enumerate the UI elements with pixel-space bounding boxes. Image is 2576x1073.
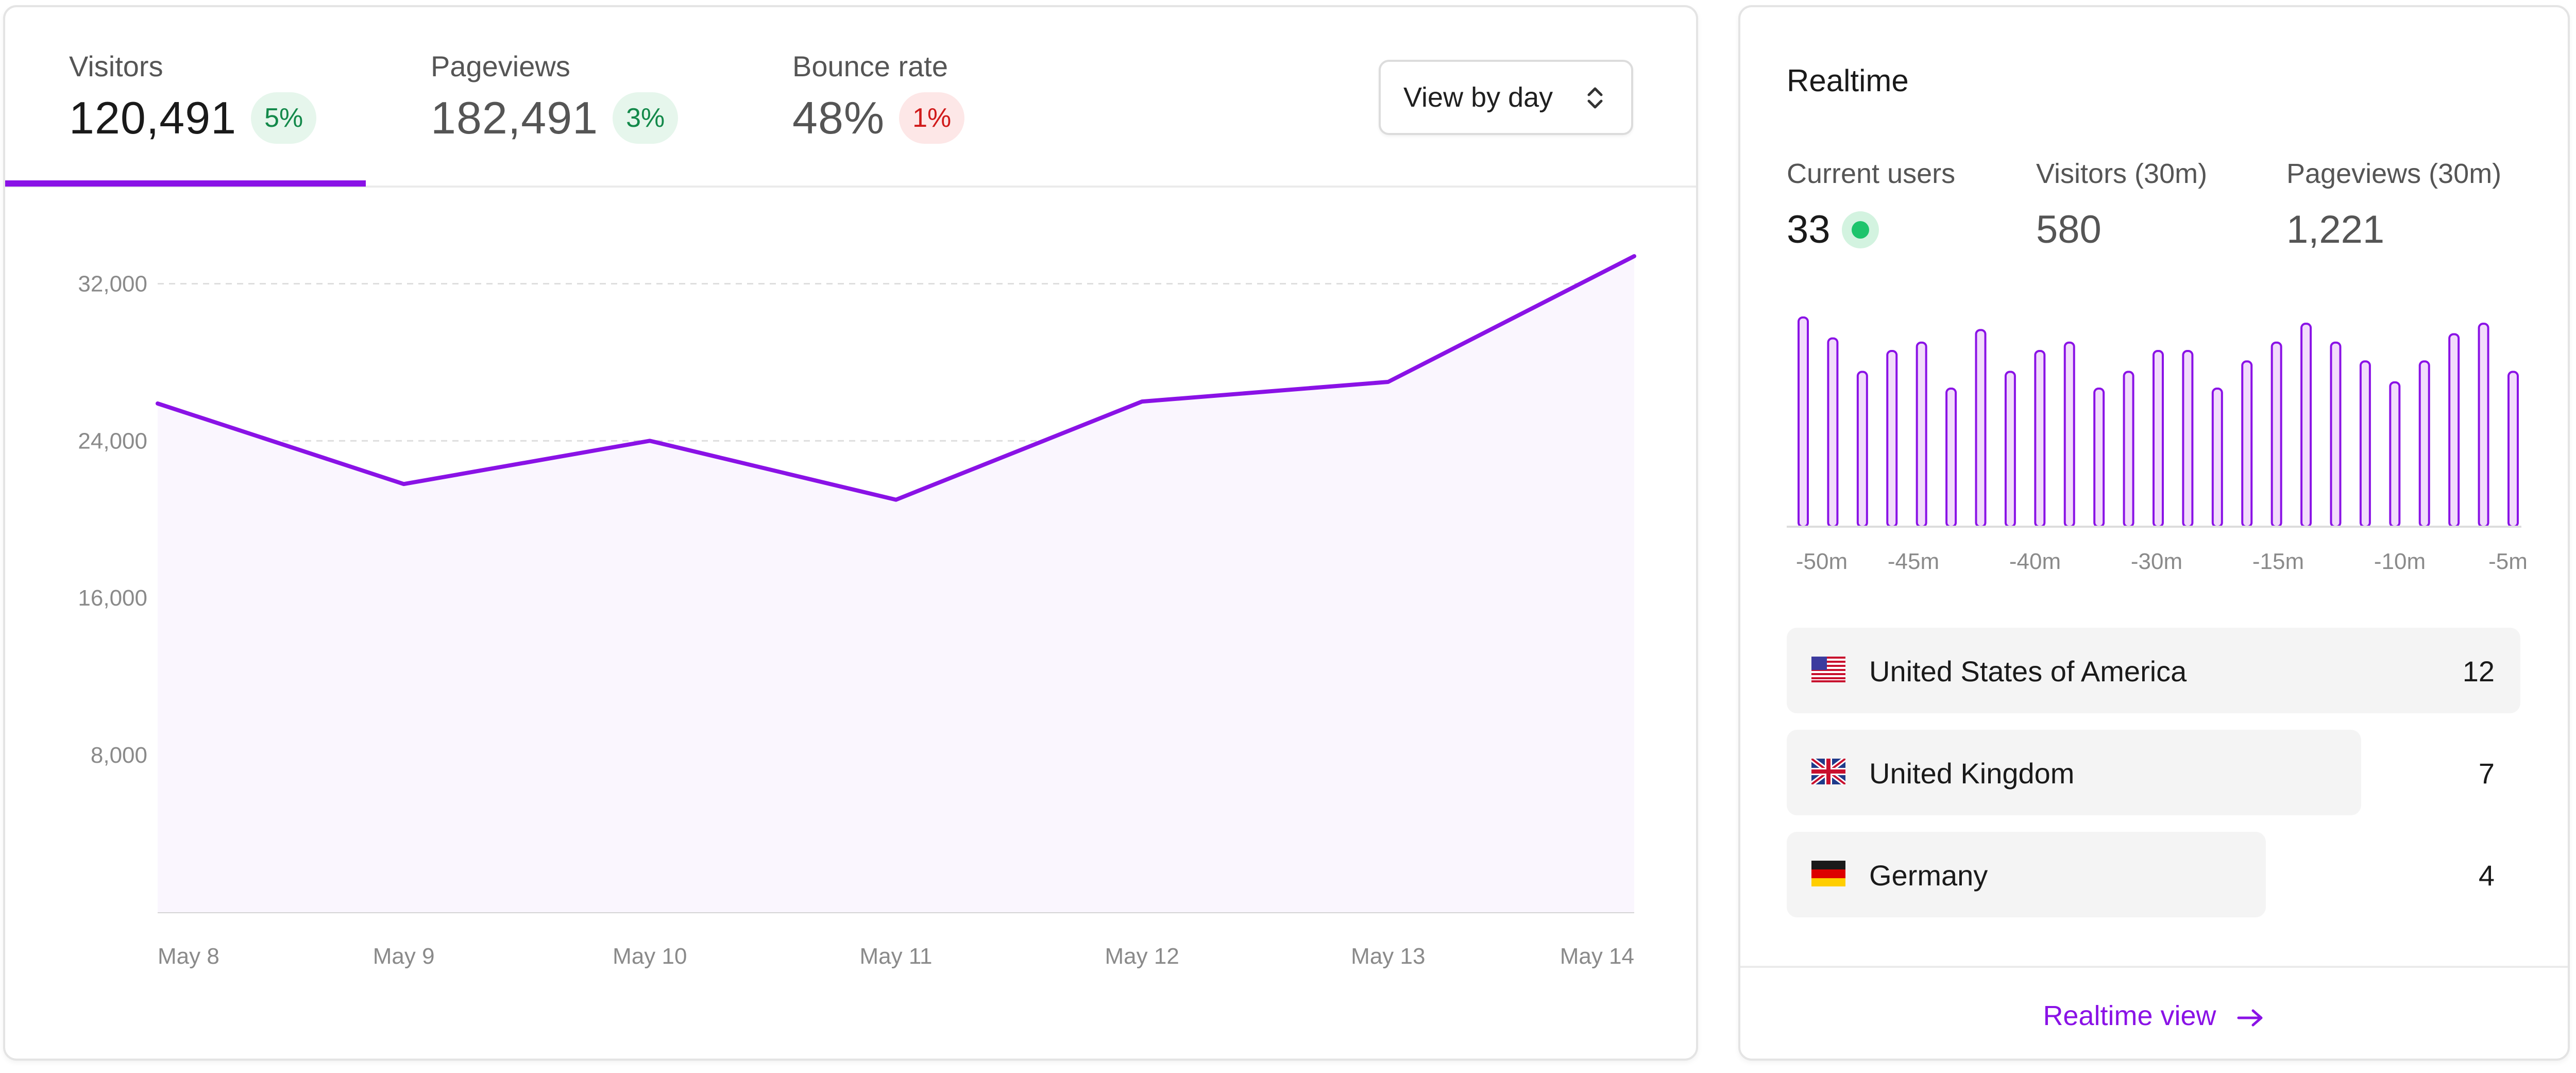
chart-series-line <box>156 254 1636 502</box>
realtime-view-label: Realtime view <box>2043 1000 2216 1031</box>
uk-flag-icon <box>1811 759 1845 784</box>
visitors-30m-value: 580 <box>2036 208 2102 252</box>
realtime-bar <box>2330 341 2342 528</box>
pageviews-30m-label: Pageviews (30m) <box>2286 158 2502 189</box>
current-users-label: Current users <box>1787 158 1956 189</box>
realtime-bar-chart: -50m -45m -40m -30m -15m -10m -5m <box>1787 316 2528 574</box>
realtime-view-link[interactable]: Realtime view <box>1740 1000 2568 1032</box>
stat-tabs: Visitors 120,491 5% Pageviews 182,491 3%… <box>5 7 1696 188</box>
realtime-bar <box>2123 371 2134 528</box>
realtime-bar <box>2241 360 2253 528</box>
x-tick-label: May 9 <box>373 944 435 969</box>
y-tick-label: 16,000 <box>78 585 147 611</box>
visitors-chart: 8,000 16,000 24,000 32,000 May 8 May 9 May 10… <box>78 254 1636 969</box>
country-count: 4 <box>2478 859 2495 892</box>
realtime-footer: Realtime view <box>1740 966 2568 1061</box>
realtime-bar <box>2300 323 2312 528</box>
realtime-bar <box>2004 371 2016 528</box>
country-bar <box>1787 832 2266 917</box>
realtime-card: Realtime Current users 33 Visitors (30m)… <box>1738 5 2570 1061</box>
realtime-x-tick-label: -30m <box>2131 549 2182 574</box>
analytics-card: Visitors 120,491 5% Pageviews 182,491 3%… <box>3 5 1698 1061</box>
realtime-bar <box>2418 360 2430 528</box>
realtime-bar <box>2270 341 2282 528</box>
realtime-bar <box>1798 316 1809 528</box>
realtime-bar <box>2182 349 2194 528</box>
country-bar <box>1787 730 2361 815</box>
current-users-value: 33 <box>1787 208 1831 252</box>
realtime-bar <box>2211 388 2223 528</box>
y-tick-label: 24,000 <box>78 428 147 454</box>
realtime-bar <box>1856 371 1868 528</box>
pageviews-value: 182,491 <box>431 92 599 143</box>
view-by-select[interactable]: View by day <box>1379 60 1633 135</box>
view-by-label: View by day <box>1403 82 1553 113</box>
us-flag-icon <box>1811 657 1845 682</box>
country-bar <box>1787 628 2520 713</box>
country-row-germany[interactable]: Germany 4 <box>1787 832 2520 917</box>
pageviews-30m-value: 1,221 <box>2286 208 2385 252</box>
visitors-label: Visitors <box>69 50 163 82</box>
country-count: 7 <box>2478 757 2495 790</box>
bounce-rate-change-badge: 1% <box>899 92 965 144</box>
germany-flag-icon <box>1811 861 1845 886</box>
bounce-rate-value: 48% <box>792 92 885 143</box>
realtime-bar <box>2153 349 2164 528</box>
chart-area-fill <box>158 256 1634 912</box>
realtime-x-tick-label: -5m <box>2488 549 2528 574</box>
current-users-stat: Current users 33 <box>1787 158 1955 252</box>
realtime-x-tick-label: -45m <box>1888 549 1939 574</box>
realtime-bar <box>2093 388 2105 528</box>
chevrons-up-down-icon <box>1587 87 1603 109</box>
realtime-bar <box>2359 360 2371 528</box>
x-tick-label: May 11 <box>859 944 932 969</box>
realtime-bar <box>2507 371 2519 528</box>
realtime-bar <box>1945 388 1957 528</box>
x-tick-label: May 10 <box>613 944 687 969</box>
realtime-bar <box>1886 349 1898 528</box>
bounce-rate-label: Bounce rate <box>792 50 948 82</box>
visitors-30m-stat: Visitors (30m) 580 <box>2036 158 2207 252</box>
x-tick-label: May 12 <box>1105 944 1179 969</box>
realtime-x-tick-label: -50m <box>1796 549 1848 574</box>
realtime-x-tick-label: -40m <box>2009 549 2061 574</box>
pageviews-change-badge: 3% <box>613 92 679 144</box>
realtime-bar <box>2389 381 2401 528</box>
realtime-x-tick-label: -15m <box>2252 549 2304 574</box>
x-tick-label: May 13 <box>1351 944 1425 969</box>
realtime-x-tick-label: -10m <box>2374 549 2426 574</box>
y-tick-label: 8,000 <box>91 743 147 768</box>
country-row-usa[interactable]: United States of America 12 <box>1787 628 2520 713</box>
live-status-dot-icon <box>1841 211 1879 248</box>
country-row-uk[interactable]: United Kingdom 7 <box>1787 730 2520 815</box>
country-name: Germany <box>1869 859 1988 892</box>
realtime-bar <box>2034 349 2046 528</box>
x-tick-label: May 8 <box>158 944 219 969</box>
realtime-bar <box>1916 341 1927 528</box>
country-count: 12 <box>2462 655 2495 688</box>
realtime-bar <box>1827 337 1839 528</box>
realtime-bar <box>2478 323 2489 528</box>
realtime-title: Realtime <box>1787 63 1909 98</box>
visitors-change-badge: 5% <box>251 92 317 144</box>
visitors-value: 120,491 <box>69 92 237 143</box>
pageviews-label: Pageviews <box>431 50 570 82</box>
x-tick-label: May 14 <box>1560 944 1634 969</box>
pageviews-30m-stat: Pageviews (30m) 1,221 <box>2286 158 2501 252</box>
active-tab-underline <box>5 180 366 187</box>
visitors-30m-label: Visitors (30m) <box>2036 158 2208 189</box>
realtime-bar <box>1975 329 1987 528</box>
y-tick-label: 32,000 <box>78 271 147 296</box>
arrow-right-icon <box>2237 1009 2263 1027</box>
realtime-bar <box>2448 333 2460 528</box>
country-name: United States of America <box>1869 655 2187 688</box>
realtime-bar <box>2063 341 2075 528</box>
country-name: United Kingdom <box>1869 757 2075 790</box>
